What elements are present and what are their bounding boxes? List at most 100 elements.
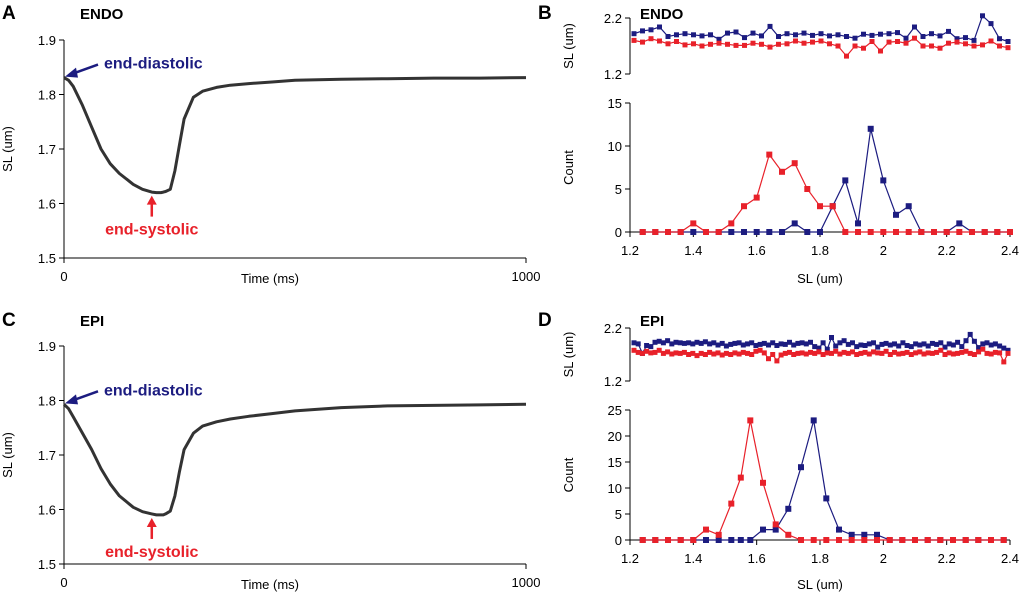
top-red-series-marker — [875, 350, 881, 356]
top-blue-series-marker — [759, 33, 764, 39]
count-blue-series-marker — [810, 417, 817, 424]
top-red-series-marker — [725, 41, 730, 47]
top-red-series-marker — [770, 352, 776, 357]
top-red-series-marker — [631, 37, 637, 43]
count-blue-series-marker — [836, 526, 842, 533]
count-red-series-marker — [728, 500, 735, 507]
top-blue-series-marker — [892, 341, 897, 347]
top-red-series-marker — [749, 352, 755, 357]
top-blue-series-marker — [886, 31, 892, 37]
count-blue-series-marker — [772, 526, 779, 533]
top-red-series-marker — [799, 350, 805, 356]
count-red-series-marker — [690, 220, 697, 227]
top-blue-series-marker — [716, 36, 722, 42]
top-blue-series-marker — [946, 28, 951, 34]
panel-title: EPI — [80, 313, 104, 330]
count-blue-series-marker — [766, 229, 773, 235]
top-blue-series-marker — [698, 340, 704, 346]
top-blue-series-marker — [869, 32, 875, 38]
count-red-series-marker — [817, 203, 823, 210]
top-red-series-marker — [820, 352, 826, 357]
panel-title: ENDO — [80, 6, 124, 23]
count-red-series-marker — [665, 537, 671, 543]
top-blue-series-marker — [887, 342, 893, 348]
sl-x-tick-label: 1.2 — [621, 551, 639, 566]
count-y-tick-label: 25 — [608, 403, 622, 418]
count-blue-series-marker — [728, 229, 735, 235]
top-red-series-marker — [946, 40, 951, 46]
top-blue-series-line — [633, 14, 1009, 43]
count-blue-series-marker — [715, 537, 722, 543]
top-blue-series-marker — [971, 338, 977, 344]
top-red-series-marker — [992, 349, 998, 355]
count-red-series-marker — [924, 537, 931, 543]
top-blue-series-marker — [778, 341, 784, 347]
top-red-series-marker — [850, 349, 855, 355]
top-red-series-marker — [929, 43, 934, 49]
top-red-series-marker — [761, 350, 767, 356]
count-y-axis-label: Count — [561, 457, 576, 492]
top-y-tick-label: 2.2 — [604, 11, 622, 26]
top-blue-series-marker — [875, 344, 881, 350]
end-systolic-label: end-systolic — [105, 222, 198, 239]
count-blue-series-marker — [703, 537, 709, 543]
top-red-series-marker — [682, 42, 688, 48]
y-tick-label: 1.8 — [38, 394, 56, 409]
sl-x-tick-label: 1.4 — [684, 243, 702, 258]
top-blue-series-marker — [980, 13, 985, 19]
top-blue-series-marker — [719, 340, 725, 346]
top-red-series-marker — [887, 352, 893, 357]
top-blue-series-marker — [929, 31, 934, 37]
top-red-series-marker — [971, 43, 977, 49]
top-red-series-marker — [707, 349, 713, 355]
top-red-series-marker — [942, 352, 948, 357]
top-blue-series-marker — [912, 24, 917, 30]
count-red-series-marker — [943, 229, 950, 235]
top-blue-series-marker — [810, 32, 815, 38]
top-blue-series-marker — [657, 24, 662, 30]
top-red-series-marker — [854, 352, 860, 357]
top-red-series-marker — [702, 352, 708, 357]
top-blue-series-marker — [1005, 347, 1011, 353]
count-y-tick-label: 5 — [615, 182, 622, 197]
top-blue-series-marker — [799, 340, 805, 346]
top-red-series-marker — [904, 349, 910, 355]
top-red-series-marker — [883, 348, 889, 354]
x-axis-label: Time (ms) — [241, 577, 299, 592]
top-blue-series-marker — [871, 340, 876, 346]
top-red-series-marker — [862, 349, 868, 355]
top-blue-series-marker — [896, 343, 902, 349]
top-blue-series-marker — [708, 32, 713, 38]
count-red-series-marker — [747, 417, 754, 424]
top-red-series-marker — [753, 348, 759, 354]
top-red-series-marker — [818, 38, 824, 44]
top-red-series-marker — [878, 48, 883, 54]
top-blue-series-marker — [976, 345, 982, 351]
top-blue-series-marker — [971, 37, 977, 43]
count-blue-series-marker — [848, 531, 855, 538]
count-red-series-marker — [737, 474, 744, 481]
sl-x-tick-label: 1.4 — [684, 551, 702, 566]
top-blue-series-marker — [1005, 39, 1011, 44]
top-red-series-marker — [715, 350, 721, 356]
count-y-tick-label: 15 — [608, 455, 622, 470]
top-red-series-marker — [1005, 45, 1011, 51]
top-blue-series-marker — [967, 331, 973, 337]
top-red-series-marker — [908, 352, 914, 357]
top-y-axis-label: SL (um) — [561, 23, 576, 69]
sl-x-tick-label: 1.2 — [621, 243, 639, 258]
top-red-series-marker — [767, 44, 773, 50]
top-red-series-marker — [803, 351, 809, 357]
top-red-series-marker — [988, 351, 994, 357]
top-red-series-marker — [903, 40, 909, 46]
top-blue-series-marker — [908, 344, 914, 350]
top-red-series-marker — [778, 352, 784, 358]
sl-trace-line — [62, 402, 527, 517]
top-red-series-marker — [929, 350, 935, 356]
top-red-series-marker — [699, 43, 705, 49]
count-red-series-marker — [867, 229, 874, 235]
top-y-axis-label: SL (um) — [561, 332, 576, 378]
y-tick-label: 1.6 — [38, 197, 56, 212]
top-blue-series-marker — [818, 31, 824, 37]
top-red-series-marker — [917, 349, 923, 355]
